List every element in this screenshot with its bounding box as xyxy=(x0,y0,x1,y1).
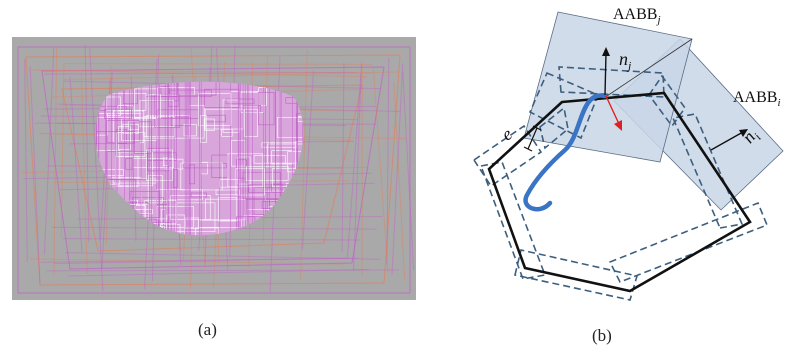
caption-a: (a) xyxy=(198,320,217,339)
dimension-e xyxy=(523,125,542,152)
caption-b: (b) xyxy=(592,326,612,345)
octree-wireframe-image xyxy=(12,37,416,300)
label-aabb-i: AABBi xyxy=(733,89,781,109)
normal-j-line xyxy=(606,38,693,97)
normal-j-arrow xyxy=(602,47,610,96)
aabb-j-box xyxy=(523,11,693,163)
label-aabb-j: AABBj xyxy=(613,6,661,26)
blue-curve xyxy=(523,93,608,212)
normal-i-arrow xyxy=(710,129,748,151)
red-arrow xyxy=(605,95,622,131)
aabb-diagram xyxy=(472,11,784,301)
black-polygon-path xyxy=(487,91,752,293)
label-n-j: nj xyxy=(619,49,632,73)
